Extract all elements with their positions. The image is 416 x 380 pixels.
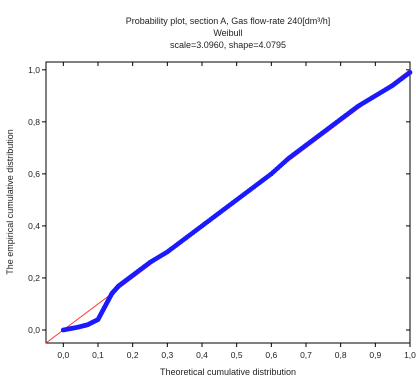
y-tick-label: 0,4: [28, 221, 40, 231]
x-axis-label: Theoretical cumulative distribution: [160, 367, 296, 377]
x-tick-label: 0,4: [196, 350, 208, 360]
chart-title: Probability plot, section A, Gas flow-ra…: [126, 16, 331, 26]
data-point: [407, 70, 413, 75]
x-tick-label: 0,2: [127, 350, 139, 360]
y-tick-label: 0,6: [28, 169, 40, 179]
y-tick-label: 0,2: [28, 273, 40, 283]
y-axis-label: The empirical cumulative distribution: [5, 129, 15, 275]
plot-area: [45, 61, 411, 344]
y-tick-label: 0,0: [28, 325, 40, 335]
chart-parameters: scale=3.0960, shape=4.0795: [170, 40, 286, 50]
y-tick-label: 1,0: [28, 65, 40, 75]
x-tick-label: 0,6: [265, 350, 277, 360]
x-tick-label: 0,8: [335, 350, 347, 360]
x-tick-label: 1,0: [404, 350, 416, 360]
plot-marks: [45, 69, 413, 344]
x-tick-label: 0,3: [161, 350, 173, 360]
y-tick-label: 0,8: [28, 117, 40, 127]
x-tick-label: 0,5: [231, 350, 243, 360]
x-tick-label: 0,0: [57, 350, 69, 360]
x-tick-label: 0,9: [369, 350, 381, 360]
x-axis-ticks: 0,0 0,1 0,2 0,3 0,4 0,5 0,6 0,7 0,8 0,9 1,0: [57, 62, 416, 360]
y-axis-ticks: 0,0 0,2 0,4 0,6 0,8 1,0: [28, 65, 410, 335]
chart-subtitle: Weibull: [213, 28, 242, 38]
x-tick-label: 0,1: [92, 350, 104, 360]
x-tick-label: 0,7: [300, 350, 312, 360]
